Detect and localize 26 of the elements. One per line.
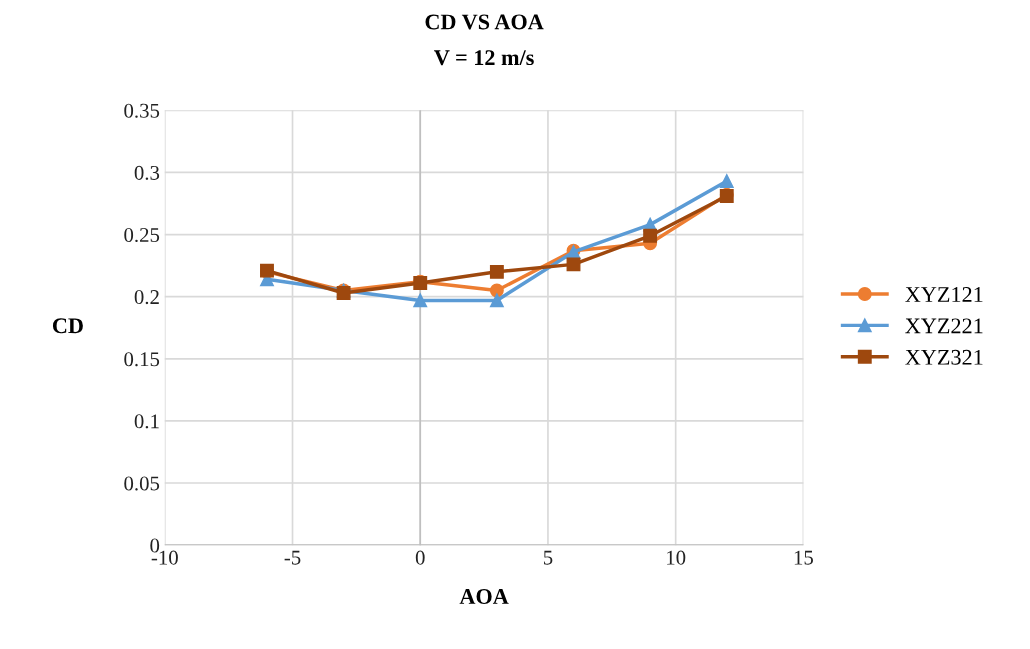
y-tick-label: 0.1 [134,414,159,429]
x-tick-label: 0 [415,550,425,565]
point [413,293,428,308]
point [489,293,504,308]
y-tick-label: 0.15 [124,352,160,367]
legend-label: XYZ121 [905,287,983,302]
legend-label: XYZ321 [905,349,983,365]
chart-subtitle: V = 12 m/s [434,50,534,66]
point [489,283,504,298]
point [489,264,504,279]
x-tick-label: 10 [667,550,686,565]
point [566,257,581,272]
chart-title: CD VS AOA [425,14,544,30]
point [643,228,658,243]
y-tick-label: 0.2 [134,290,159,305]
y-tick-label: 0.3 [134,165,160,180]
x-tick-label: -5 [284,550,301,565]
y-tick-label: 0.25 [124,227,160,243]
x-tick-label: 5 [543,550,553,565]
y-axis-title: CD [52,318,83,334]
x-tick-label: 15 [794,550,813,565]
point [719,174,734,189]
legend-label: XYZ221 [905,318,983,334]
x-axis-title: AOA [459,589,509,604]
y-tick-label: 0.35 [124,103,160,118]
y-tick-label: 0.05 [124,476,160,491]
